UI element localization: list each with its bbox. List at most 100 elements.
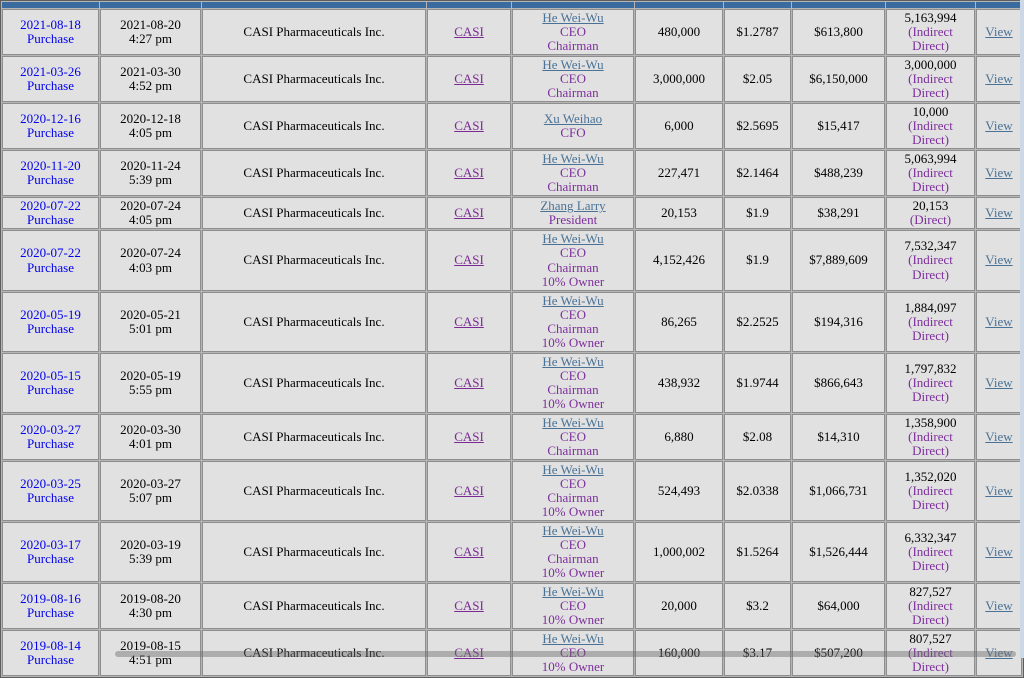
filing-date-cell: 2019-08-14 Purchase [2, 630, 99, 677]
filing-date-link[interactable]: 2020-03-27 Purchase [5, 421, 96, 451]
action-label[interactable]: Purchase [27, 172, 74, 188]
trade-time: 4:30 pm [129, 605, 172, 621]
ticker-cell: CASI [427, 56, 511, 103]
action-label[interactable]: Purchase [27, 605, 74, 621]
view-link[interactable]: View [985, 374, 1013, 390]
ticker-cell: CASI [427, 197, 511, 230]
action-label[interactable]: Purchase [27, 125, 74, 141]
insider-name-link[interactable]: He Wei-Wu [542, 231, 604, 247]
vertical-scrollbar-track[interactable] [1020, 0, 1024, 658]
filing-date[interactable]: 2019-08-14 [20, 638, 81, 654]
filing-date[interactable]: 2020-03-27 [20, 421, 81, 437]
filing-date-link[interactable]: 2020-03-25 Purchase [5, 475, 96, 505]
filing-date-link[interactable]: 2019-08-16 Purchase [5, 592, 96, 620]
value-cell: $1,066,731 [792, 460, 885, 522]
insider-name-link[interactable]: He Wei-Wu [542, 414, 604, 430]
insider-name-link[interactable]: He Wei-Wu [542, 57, 604, 73]
view-link[interactable]: View [985, 205, 1013, 221]
filing-date[interactable]: 2020-07-22 [20, 198, 81, 214]
insider-name-link[interactable]: He Wei-Wu [542, 584, 604, 600]
insider-cell: He Wei-Wu CEO Chairman 10% Owner [512, 291, 634, 352]
insider-name-link[interactable]: He Wei-Wu [542, 151, 604, 167]
ticker-link[interactable]: CASI [454, 482, 484, 498]
insider-cell: He Wei-Wu CEO Chairman [512, 9, 634, 56]
action-label[interactable]: Purchase [27, 31, 74, 47]
action-label[interactable]: Purchase [27, 259, 74, 275]
filing-date-link[interactable]: 2020-11-20 Purchase [5, 159, 96, 187]
view-link[interactable]: View [985, 598, 1013, 614]
shares-owned: 5,163,994 [904, 10, 957, 25]
insider-title: CEO [560, 245, 586, 261]
filing-date-link[interactable]: 2020-03-17 Purchase [5, 538, 96, 566]
insider-name-link[interactable]: He Wei-Wu [542, 631, 604, 647]
value-cell: $866,643 [792, 352, 885, 413]
filing-date[interactable]: 2020-05-19 [20, 306, 81, 322]
ticker-link[interactable]: CASI [454, 374, 484, 390]
insider-name-link[interactable]: He Wei-Wu [542, 292, 604, 308]
view-link[interactable]: View [985, 118, 1013, 134]
insider-title: CEO [560, 367, 586, 383]
shares-owned: 7,532,347 [904, 238, 957, 254]
action-label[interactable]: Purchase [27, 435, 74, 451]
filing-date-link[interactable]: 2020-07-22 Purchase [5, 199, 96, 227]
action-label[interactable]: Purchase [27, 320, 74, 336]
view-cell: View [976, 56, 1022, 103]
ticker-link[interactable]: CASI [454, 118, 484, 134]
horizontal-scrollbar-thumb[interactable] [115, 651, 1016, 657]
filing-date-link[interactable]: 2020-07-22 Purchase [5, 246, 96, 274]
filing-date-cell: 2020-03-25 Purchase [2, 460, 99, 522]
ticker-cell: CASI [427, 352, 511, 413]
action-label[interactable]: Purchase [27, 489, 74, 505]
table-row: 2020-05-19 Purchase 2020-05-21 5:01 pm C… [2, 291, 1022, 352]
insider-name-link[interactable]: Zhang Larry [540, 198, 606, 214]
filing-date-link[interactable]: 2020-12-16 Purchase [5, 112, 96, 140]
filing-date-link[interactable]: 2020-05-15 Purchase [5, 367, 96, 397]
filing-date[interactable]: 2020-11-20 [20, 158, 81, 174]
ticker-link[interactable]: CASI [454, 24, 484, 40]
filing-date[interactable]: 2021-03-26 [20, 64, 81, 80]
ticker-link[interactable]: CASI [454, 645, 484, 661]
view-link[interactable]: View [985, 645, 1013, 661]
view-link[interactable]: View [985, 313, 1013, 329]
filing-date[interactable]: 2020-03-25 [20, 475, 81, 491]
filing-date[interactable]: 2020-05-15 [20, 367, 81, 383]
table-row: 2019-08-16 Purchase 2019-08-20 4:30 pm C… [2, 583, 1022, 630]
view-link[interactable]: View [985, 544, 1013, 560]
action-label[interactable]: Purchase [27, 551, 74, 567]
action-label[interactable]: Purchase [27, 212, 74, 228]
filing-date-link[interactable]: 2020-05-19 Purchase [5, 306, 96, 336]
view-link[interactable]: View [985, 165, 1013, 181]
filing-date-link[interactable]: 2021-08-18 Purchase [5, 17, 96, 47]
action-label[interactable]: Purchase [27, 78, 74, 94]
view-link[interactable]: View [985, 71, 1013, 87]
insider-name-link[interactable]: He Wei-Wu [542, 523, 604, 539]
filing-date[interactable]: 2019-08-16 [20, 591, 81, 607]
view-link[interactable]: View [985, 482, 1013, 498]
insider-name-link[interactable]: He Wei-Wu [542, 353, 604, 369]
ticker-link[interactable]: CASI [454, 598, 484, 614]
filing-date-link[interactable]: 2021-03-26 Purchase [5, 65, 96, 93]
view-link[interactable]: View [985, 252, 1013, 268]
filing-date[interactable]: 2020-03-17 [20, 537, 81, 553]
insider-title: Chairman [547, 38, 599, 54]
filing-date[interactable]: 2020-07-22 [20, 245, 81, 261]
ticker-link[interactable]: CASI [454, 71, 484, 87]
shares-owned: 827,527 [909, 584, 952, 600]
ticker-link[interactable]: CASI [454, 252, 484, 268]
insider-name-link[interactable]: Xu Weihao [543, 111, 603, 127]
insider-name-link[interactable]: He Wei-Wu [542, 461, 604, 477]
insider-name-link[interactable]: He Wei-Wu [542, 10, 604, 25]
action-label[interactable]: Purchase [27, 381, 74, 397]
filing-date-link[interactable]: 2019-08-14 Purchase [5, 639, 96, 667]
ticker-link[interactable]: CASI [454, 313, 484, 329]
view-link[interactable]: View [985, 24, 1013, 40]
ticker-link[interactable]: CASI [454, 544, 484, 560]
ticker-link[interactable]: CASI [454, 428, 484, 444]
filing-date[interactable]: 2020-12-16 [20, 111, 81, 127]
filing-date-cell: 2020-07-22 Purchase [2, 197, 99, 230]
action-label[interactable]: Purchase [27, 652, 74, 668]
ticker-link[interactable]: CASI [454, 165, 484, 181]
filing-date[interactable]: 2021-08-18 [20, 17, 81, 33]
ticker-link[interactable]: CASI [454, 205, 484, 221]
view-link[interactable]: View [985, 428, 1013, 444]
